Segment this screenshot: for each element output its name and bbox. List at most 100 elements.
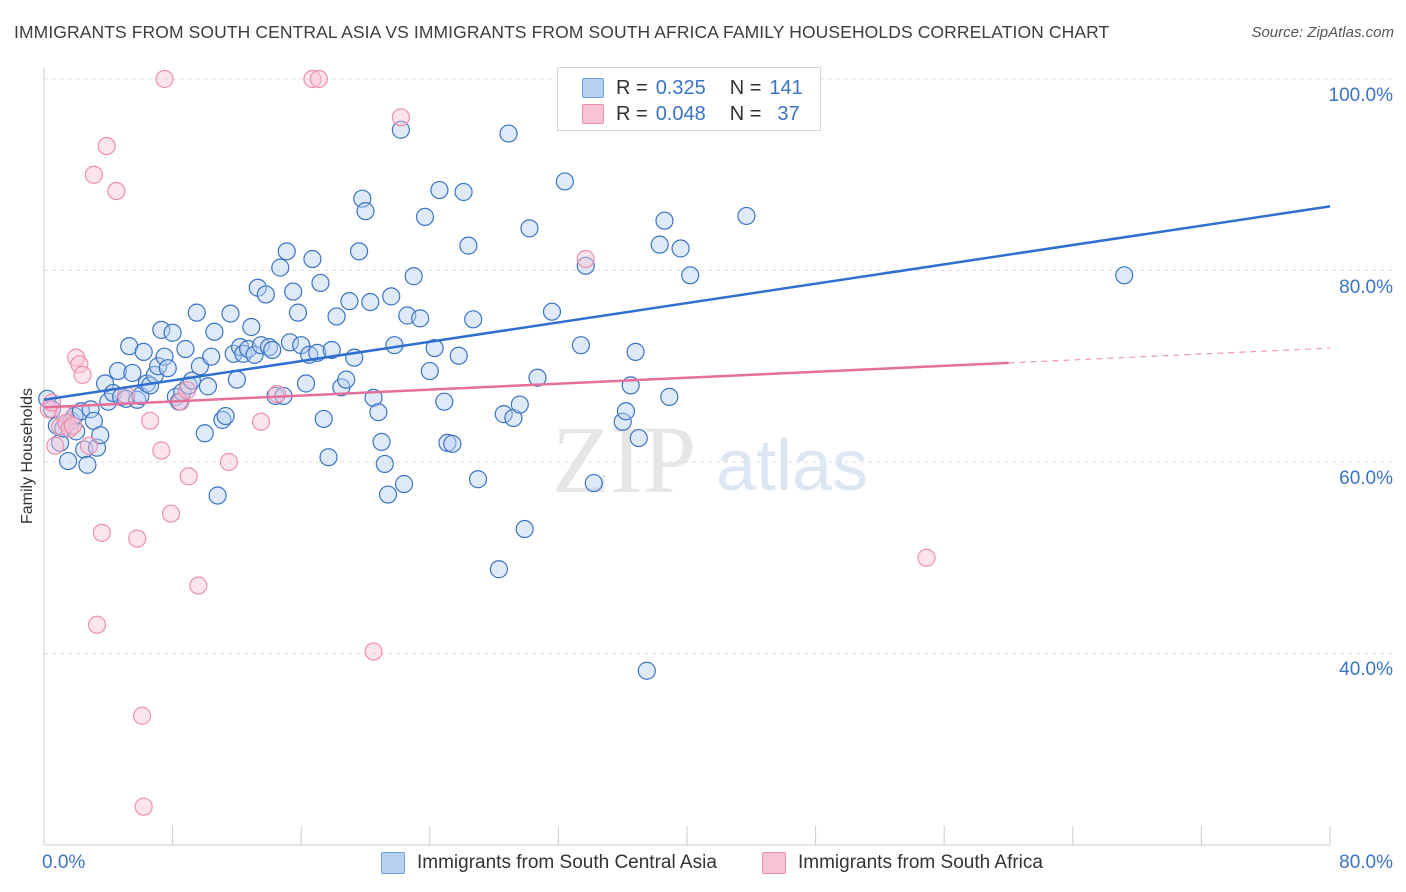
legend-label-pink: Immigrants from South Africa [798, 852, 1043, 873]
data-point [319, 448, 338, 467]
data-point [59, 451, 78, 471]
data-point [163, 323, 182, 342]
data-point [375, 454, 394, 474]
data-point [369, 403, 388, 422]
data-point [449, 346, 468, 365]
data-point [468, 470, 488, 489]
data-point [489, 560, 509, 579]
data-point [63, 416, 83, 435]
legend-item-south-africa: Immigrants from South Africa [762, 852, 1043, 874]
data-point [280, 333, 300, 352]
data-point [70, 355, 89, 374]
trend-line-blue [43, 205, 1331, 401]
data-point [637, 661, 656, 680]
n-value-pink: 37 [777, 102, 800, 125]
y-tick-40: 40.0% [1339, 659, 1393, 680]
data-point [123, 363, 142, 383]
data-point [79, 436, 99, 455]
data-point [60, 419, 79, 438]
data-point [179, 467, 198, 486]
data-point [128, 529, 147, 548]
data-point [671, 239, 690, 258]
data-point [267, 384, 287, 404]
data-point [259, 338, 279, 357]
data-point [626, 342, 645, 361]
data-point [242, 317, 261, 337]
data-point [202, 347, 221, 366]
data-point [459, 236, 478, 255]
data-point [655, 211, 674, 230]
data-point [372, 432, 391, 451]
blue-swatch [582, 78, 604, 98]
data-point [415, 207, 435, 226]
data-point [97, 136, 116, 156]
data-point [382, 287, 401, 306]
data-point [73, 365, 92, 384]
series-pink-points [39, 69, 936, 816]
source-label: Source: ZipAtlas.com [1251, 24, 1394, 41]
gridlines [44, 78, 1392, 654]
axes [43, 68, 1331, 846]
data-point [91, 426, 110, 445]
data-point [227, 370, 246, 389]
data-point [152, 441, 171, 460]
data-point [917, 548, 936, 567]
data-point [198, 377, 218, 396]
data-point [284, 282, 303, 301]
n-label: N = [729, 102, 762, 125]
data-point [78, 455, 97, 474]
data-point [571, 336, 591, 355]
data-point [1115, 266, 1134, 285]
data-point [277, 242, 296, 261]
data-point [87, 615, 107, 634]
data-point [161, 504, 181, 523]
data-point [92, 523, 111, 542]
data-point [155, 69, 174, 89]
data-point [271, 258, 290, 277]
data-point [50, 433, 70, 452]
data-point [391, 120, 410, 139]
n-label: N = [729, 76, 762, 99]
data-point [681, 266, 700, 285]
data-point [391, 108, 410, 127]
legend-item-south-central-asia: Immigrants from South Central Asia [381, 852, 717, 874]
data-point [322, 340, 341, 360]
data-point [411, 309, 430, 328]
data-point [499, 124, 518, 143]
data-point [134, 797, 153, 816]
data-point [314, 409, 333, 429]
data-point [221, 304, 240, 323]
data-point [107, 181, 126, 201]
pink-swatch [582, 104, 604, 124]
watermark-atlas: atlas [716, 426, 868, 506]
watermark-zip: ZIP [552, 406, 696, 513]
trend-lines [43, 205, 1331, 409]
data-point [454, 182, 473, 202]
data-point [132, 706, 152, 725]
y-axis-label: Family Households [19, 387, 36, 525]
data-point [520, 219, 539, 238]
data-point [256, 285, 275, 304]
data-point [303, 69, 322, 89]
data-point [340, 292, 359, 311]
r-label: R = [616, 102, 648, 125]
data-point [288, 303, 308, 322]
data-point [576, 249, 595, 269]
data-point [176, 339, 195, 359]
trend-line-pink [43, 361, 1009, 409]
data-point [650, 235, 669, 254]
x-tick-max: 80.0% [1339, 852, 1393, 873]
data-point [394, 474, 414, 494]
data-point [84, 165, 103, 184]
chart-title: IMMIGRANTS FROM SOUTH CENTRAL ASIA VS IM… [14, 22, 1110, 42]
data-point [158, 359, 177, 378]
stats-legend: R = 0.325 N = 141 R = 0.048 N = 37 [557, 67, 821, 131]
data-point [425, 338, 444, 358]
data-point [195, 424, 214, 443]
data-point [327, 307, 346, 326]
stats-row-pink: R = 0.048 N = 37 [582, 101, 800, 127]
data-point [616, 402, 636, 421]
r-value-blue: 0.325 [655, 76, 706, 99]
data-point [430, 180, 449, 200]
